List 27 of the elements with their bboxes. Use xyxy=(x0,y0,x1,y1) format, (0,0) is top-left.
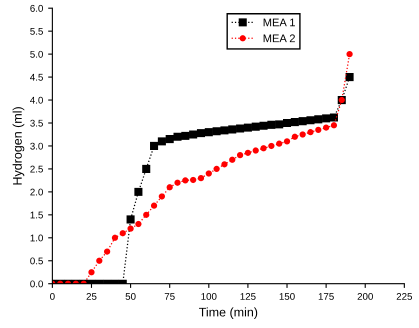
x-tick-label: 100 xyxy=(201,293,217,300)
x-tick-label: 175 xyxy=(318,293,334,300)
y-tick-label: 3.5 xyxy=(30,120,43,127)
y-axis-title: Hydrogen (ml) xyxy=(12,107,24,185)
y-tick-label: 2.5 xyxy=(30,166,43,173)
x-tick-label: 125 xyxy=(240,293,256,300)
x-tick-label: 0 xyxy=(50,293,55,300)
y-tick-label: 1.5 xyxy=(30,212,43,218)
x-axis-title: Time (min) xyxy=(199,307,258,320)
x-tick-label: 50 xyxy=(126,293,136,300)
y-tick-label: 4.5 xyxy=(30,74,43,81)
y-tick-label: 3.0 xyxy=(30,142,43,150)
x-tick-label: 225 xyxy=(396,293,412,300)
y-tick-label: 5.0 xyxy=(30,50,43,58)
y-tick-label: 4.0 xyxy=(30,96,43,104)
y-tick-label: 5.5 xyxy=(30,28,43,35)
y-tick-label: 6.0 xyxy=(30,4,43,12)
y-tick-label: 0.5 xyxy=(30,257,43,264)
x-tick-label: 150 xyxy=(280,293,295,300)
legend-label: MEA 1 xyxy=(264,18,295,26)
legend-label: MEA 2 xyxy=(264,34,295,42)
y-tick-label: 1.0 xyxy=(30,234,43,242)
y-tick-label: 2.0 xyxy=(30,188,43,196)
y-tick-label: 0.0 xyxy=(30,280,43,288)
x-tick-label: 75 xyxy=(164,293,175,300)
x-tick-label: 200 xyxy=(358,293,373,300)
x-tick-label: 25 xyxy=(86,293,96,300)
